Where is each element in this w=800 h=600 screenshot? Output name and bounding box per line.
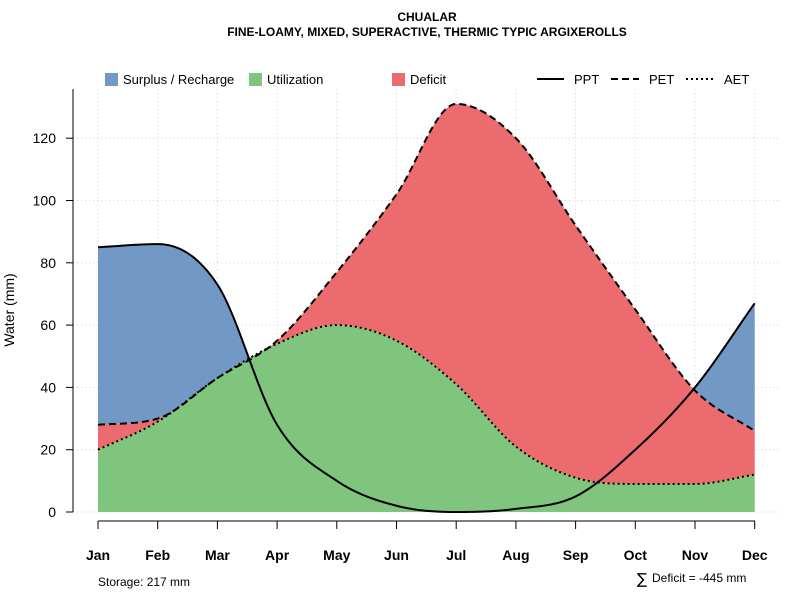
- x-tick-label-feb: Feb: [145, 547, 170, 563]
- x-tick-label-oct: Oct: [624, 547, 648, 563]
- x-ticks: Jan Feb Mar Apr May Jun Jul Aug Sep Oct Nov Dec: [86, 521, 768, 563]
- legend-label-pet: PET: [649, 72, 674, 87]
- deficit-annotation: Deficit = -445 mm: [652, 571, 746, 585]
- x-tick-label-jan: Jan: [86, 547, 110, 563]
- legend-swatch-surplus: [105, 73, 118, 86]
- legend: Surplus / Recharge Utilization Deficit P…: [105, 72, 749, 87]
- x-tick-label-mar: Mar: [205, 547, 230, 563]
- legend-label-ppt: PPT: [574, 72, 599, 87]
- chart-title: CHUALAR: [397, 10, 457, 24]
- x-tick-label-jul: Jul: [446, 547, 466, 563]
- y-tick-label-4: 80: [40, 255, 56, 271]
- legend-label-surplus: Surplus / Recharge: [123, 72, 234, 87]
- storage-annotation: Storage: 217 mm: [98, 575, 190, 589]
- y-ticks: 0 20 40 60 80 100 120: [33, 130, 73, 520]
- deficit-area: [98, 103, 755, 484]
- x-tick-label-jun: Jun: [384, 547, 409, 563]
- y-axis-label: Water (mm): [1, 273, 17, 346]
- x-tick-label-nov: Nov: [682, 547, 709, 563]
- x-tick-label-aug: Aug: [502, 547, 529, 563]
- legend-swatch-utilization: [249, 73, 262, 86]
- x-tick-label-dec: Dec: [742, 547, 768, 563]
- series-line-pet: [97, 102, 756, 432]
- chart-subtitle: FINE-LOAMY, MIXED, SUPERACTIVE, THERMIC …: [227, 25, 627, 39]
- series-line-ppt: [97, 243, 756, 513]
- legend-label-deficit: Deficit: [410, 72, 447, 87]
- utilization-area: [98, 325, 755, 512]
- surplus-area: [98, 103, 755, 432]
- area-fills: [98, 103, 755, 512]
- y-tick-label-2: 40: [40, 379, 56, 395]
- y-tick-label-0: 0: [48, 504, 56, 520]
- x-tick-label-may: May: [323, 547, 350, 563]
- x-tick-label-sep: Sep: [563, 547, 589, 563]
- legend-label-aet: AET: [724, 72, 749, 87]
- y-tick-label-1: 20: [40, 442, 56, 458]
- x-tick-label-apr: Apr: [265, 547, 290, 563]
- legend-swatch-deficit: [392, 73, 405, 86]
- series-lines: [97, 102, 756, 513]
- y-tick-label-3: 60: [40, 317, 56, 333]
- legend-label-utilization: Utilization: [267, 72, 323, 87]
- y-tick-label-5: 100: [33, 193, 57, 209]
- deficit-sum-symbol: ∑: [637, 570, 647, 588]
- y-tick-label-6: 120: [33, 130, 57, 146]
